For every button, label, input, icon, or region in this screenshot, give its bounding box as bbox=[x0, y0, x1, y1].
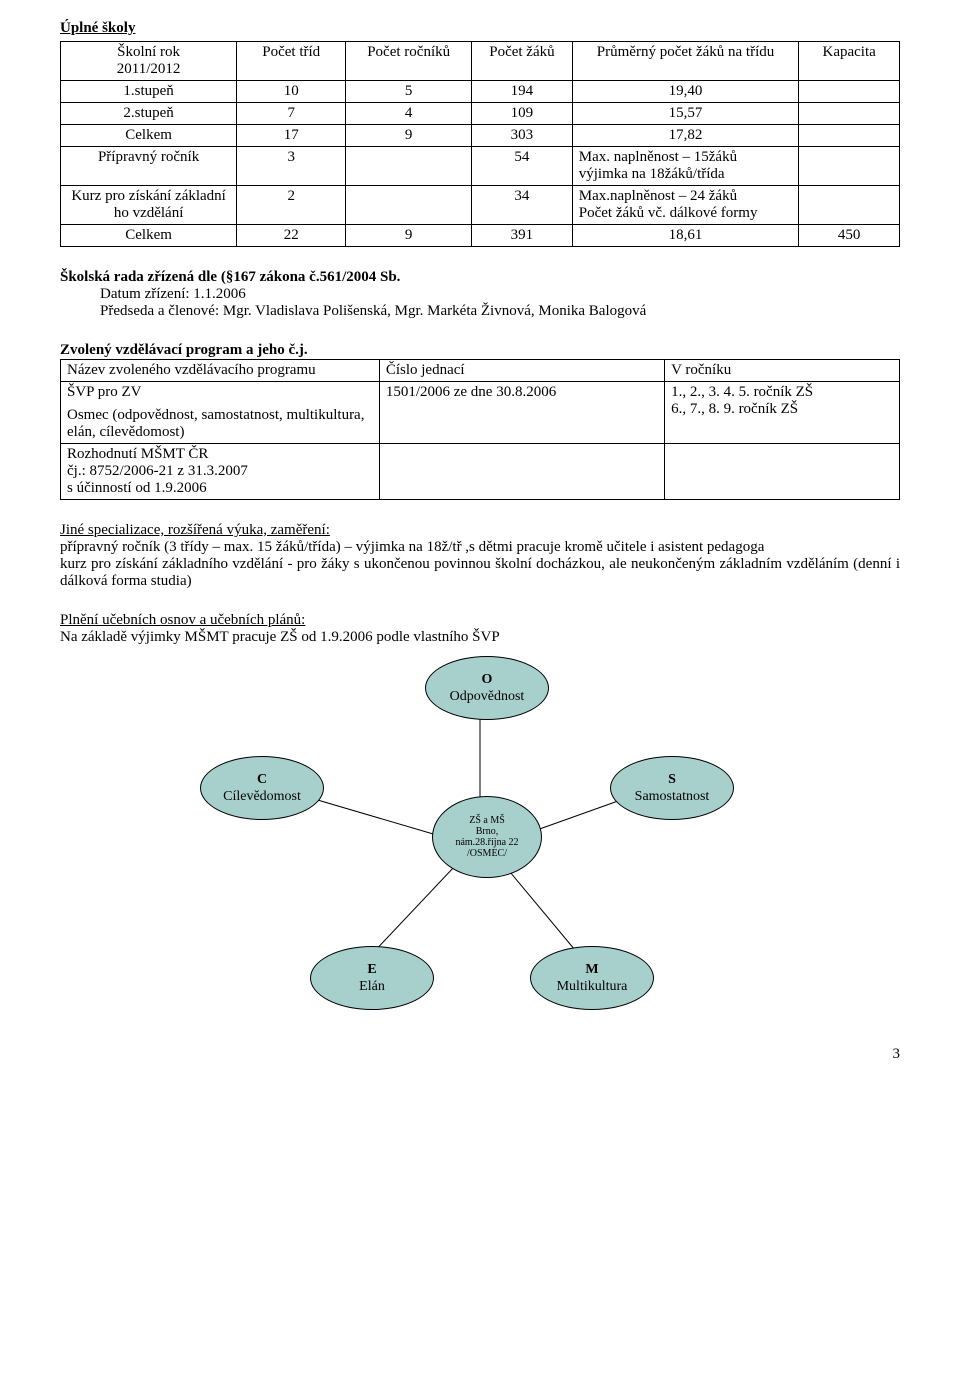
cell: 194 bbox=[472, 81, 573, 103]
th-capacity: Kapacita bbox=[799, 42, 900, 81]
curriculum-heading: Plnění učebních osnov a učebních plánů: bbox=[60, 612, 900, 629]
section-title-schools: Úplné školy bbox=[60, 20, 900, 37]
cell-prog-name: ŠVP pro ZV Osmec (odpovědnost, samostatn… bbox=[61, 382, 380, 444]
th-pupils: Počet žáků bbox=[472, 42, 573, 81]
school-council-section: Školská rada zřízená dle (§167 zákona č.… bbox=[60, 269, 900, 320]
cell: 391 bbox=[472, 225, 573, 247]
page-number: 3 bbox=[60, 1016, 900, 1063]
table-row: Rozhodnutí MŠMT ČR čj.: 8752/2006-21 z 3… bbox=[61, 444, 900, 500]
diagram-node-c: C Cílevědomost bbox=[200, 756, 324, 820]
curriculum-section: Plnění učebních osnov a učebních plánů: … bbox=[60, 612, 900, 646]
council-heading: Školská rada zřízená dle (§167 zákona č.… bbox=[60, 269, 900, 286]
th-grade: V ročníku bbox=[665, 360, 900, 382]
cell: 5 bbox=[346, 81, 472, 103]
curriculum-text: Na základě výjimky MŠMT pracuje ZŠ od 1.… bbox=[60, 629, 900, 646]
cell: 22 bbox=[237, 225, 346, 247]
cell bbox=[379, 444, 664, 500]
node-label: Cílevědomost bbox=[207, 788, 317, 806]
cell: 10 bbox=[237, 81, 346, 103]
node-code: C bbox=[207, 771, 317, 789]
table-row: 1.stupeň 10 5 194 19,40 bbox=[61, 81, 900, 103]
table-row: ŠVP pro ZV Osmec (odpovědnost, samostatn… bbox=[61, 382, 900, 444]
cell bbox=[665, 444, 900, 500]
cell: 109 bbox=[472, 103, 573, 125]
table-row: Celkem 22 9 391 18,61 450 bbox=[61, 225, 900, 247]
cell: 7 bbox=[237, 103, 346, 125]
diagram-node-s: S Samostatnost bbox=[610, 756, 734, 820]
cell bbox=[799, 186, 900, 225]
cell: 18,61 bbox=[572, 225, 799, 247]
cell-decision: Rozhodnutí MŠMT ČR čj.: 8752/2006-21 z 3… bbox=[61, 444, 380, 500]
diagram-node-m: M Multikultura bbox=[530, 946, 654, 1010]
th-ref-num: Číslo jednací bbox=[379, 360, 664, 382]
table-row: Kurz pro získání základní ho vzdělání 2 … bbox=[61, 186, 900, 225]
cell: 1.stupeň bbox=[61, 81, 237, 103]
node-code: M bbox=[537, 961, 647, 979]
cell: 450 bbox=[799, 225, 900, 247]
cell-grades: 1., 2., 3. 4. 5. ročník ZŠ 6., 7., 8. 9.… bbox=[665, 382, 900, 444]
table-header-row: Školní rok 2011/2012 Počet tříd Počet ro… bbox=[61, 42, 900, 81]
table-row: Celkem 17 9 303 17,82 bbox=[61, 125, 900, 147]
node-code: S bbox=[617, 771, 727, 789]
cell: Kurz pro získání základní ho vzdělání bbox=[61, 186, 237, 225]
node-code: E bbox=[317, 961, 427, 979]
cell: Přípravný ročník bbox=[61, 147, 237, 186]
program-heading: Zvolený vzdělávací program a jeho č.j. bbox=[60, 342, 900, 359]
th-year: Školní rok 2011/2012 bbox=[61, 42, 237, 81]
spec-text-2: kurz pro získání základního vzdělání - p… bbox=[60, 556, 900, 590]
cell: 54 bbox=[472, 147, 573, 186]
council-date: Datum zřízení: 1.1.2006 bbox=[60, 286, 900, 303]
cell: 3 bbox=[237, 147, 346, 186]
cell bbox=[799, 147, 900, 186]
cell: 19,40 bbox=[572, 81, 799, 103]
cell: 17,82 bbox=[572, 125, 799, 147]
cell bbox=[346, 147, 472, 186]
document-page: Úplné školy Školní rok 2011/2012 Počet t… bbox=[0, 0, 960, 1083]
th-prog-name: Název zvoleného vzdělávacího programu bbox=[61, 360, 380, 382]
cell-ref: 1501/2006 ze dne 30.8.2006 bbox=[379, 382, 664, 444]
table-full-schools: Školní rok 2011/2012 Počet tříd Počet ro… bbox=[60, 41, 900, 247]
prog-code: ŠVP pro ZV bbox=[67, 384, 373, 401]
cell bbox=[799, 81, 900, 103]
specialization-section: Jiné specializace, rozšířená výuka, zamě… bbox=[60, 522, 900, 590]
cell: 2.stupeň bbox=[61, 103, 237, 125]
node-label: Odpovědnost bbox=[432, 688, 542, 706]
table-program: Název zvoleného vzdělávacího programu Čí… bbox=[60, 359, 900, 500]
cell: 4 bbox=[346, 103, 472, 125]
cell: 9 bbox=[346, 225, 472, 247]
spec-heading: Jiné specializace, rozšířená výuka, zamě… bbox=[60, 522, 900, 539]
th-classes: Počet tříd bbox=[237, 42, 346, 81]
cell: 9 bbox=[346, 125, 472, 147]
diagram-node-o: O Odpovědnost bbox=[425, 656, 549, 720]
cell bbox=[346, 186, 472, 225]
cell: Celkem bbox=[61, 225, 237, 247]
osmec-diagram: ZŠ a MŠ Brno, nám.28.října 22 /OSMEC/ O … bbox=[180, 656, 780, 1016]
cell: Celkem bbox=[61, 125, 237, 147]
table-header-row: Název zvoleného vzdělávacího programu Čí… bbox=[61, 360, 900, 382]
th-avg: Průměrný počet žáků na třídu bbox=[572, 42, 799, 81]
cell bbox=[799, 103, 900, 125]
node-label: Multikultura bbox=[537, 978, 647, 996]
program-section: Zvolený vzdělávací program a jeho č.j. N… bbox=[60, 342, 900, 500]
prog-desc: Osmec (odpovědnost, samostatnost, multik… bbox=[67, 407, 373, 441]
cell: 2 bbox=[237, 186, 346, 225]
node-code: O bbox=[432, 671, 542, 689]
node-label: Samostatnost bbox=[617, 788, 727, 806]
center-label: ZŠ a MŠ Brno, nám.28.října 22 /OSMEC/ bbox=[439, 815, 535, 859]
cell: 17 bbox=[237, 125, 346, 147]
spec-text-1: přípravný ročník (3 třídy – max. 15 žáků… bbox=[60, 539, 900, 556]
table-row: 2.stupeň 7 4 109 15,57 bbox=[61, 103, 900, 125]
cell: Max.naplněnost – 24 žáků Počet žáků vč. … bbox=[572, 186, 799, 225]
council-members: Předseda a členové: Mgr. Vladislava Poli… bbox=[60, 303, 900, 320]
cell: 34 bbox=[472, 186, 573, 225]
cell: Max. naplněnost – 15žáků výjimka na 18žá… bbox=[572, 147, 799, 186]
cell: 15,57 bbox=[572, 103, 799, 125]
node-label: Elán bbox=[317, 978, 427, 996]
th-grades: Počet ročníků bbox=[346, 42, 472, 81]
cell: 303 bbox=[472, 125, 573, 147]
diagram-node-e: E Elán bbox=[310, 946, 434, 1010]
cell bbox=[799, 125, 900, 147]
table-row: Přípravný ročník 3 54 Max. naplněnost – … bbox=[61, 147, 900, 186]
diagram-center-node: ZŠ a MŠ Brno, nám.28.října 22 /OSMEC/ bbox=[432, 796, 542, 878]
